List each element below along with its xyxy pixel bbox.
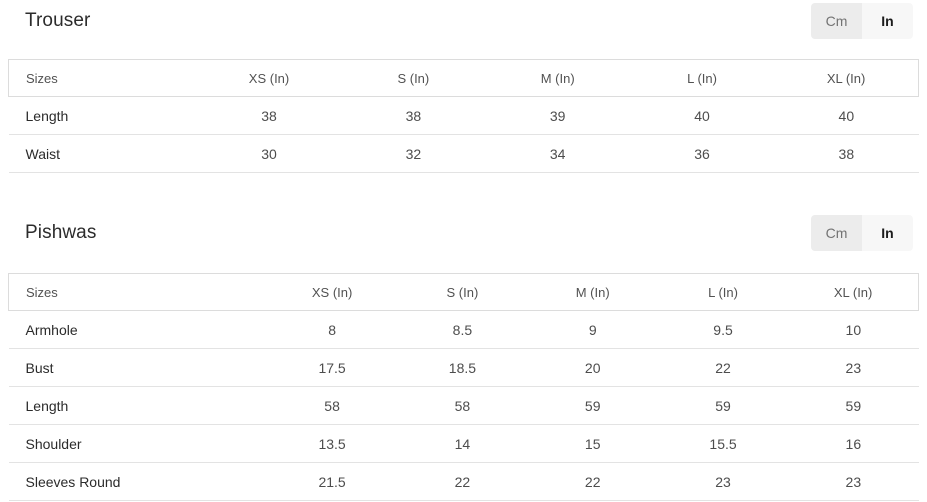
column-header-s: S (In) (397, 273, 528, 311)
size-value: 39 (485, 96, 630, 135)
size-value: 38 (196, 96, 342, 135)
table-row: Waist 30 32 34 36 38 (8, 134, 919, 173)
table-header-row: Sizes XS (In) S (In) M (In) L (In) XL (In) (7, 59, 920, 97)
size-value: 18.5 (397, 348, 528, 387)
column-header-l: L (In) (629, 59, 775, 97)
size-value: 40 (629, 96, 775, 135)
size-value: 34 (485, 134, 630, 173)
section-title-pishwas: Pishwas (25, 222, 97, 243)
trouser-section-header: Trouser Cm In (8, 2, 919, 40)
size-value: 21.5 (266, 462, 398, 501)
size-value: 40 (774, 96, 919, 135)
column-header-sizes: Sizes (7, 273, 267, 311)
row-label: Armhole (8, 310, 267, 349)
size-value: 20 (527, 348, 658, 387)
table-header-row: Sizes XS (In) S (In) M (In) L (In) XL (In) (7, 273, 920, 311)
size-value: 9 (527, 310, 658, 349)
row-label: Length (8, 386, 267, 425)
table-row: Length 58 58 59 59 59 (8, 386, 919, 425)
table-row: Shoulder 13.5 14 15 15.5 16 (8, 424, 919, 463)
size-value: 38 (341, 96, 486, 135)
size-value: 59 (657, 386, 789, 425)
size-value: 9.5 (657, 310, 789, 349)
row-label: Sleeves Round (8, 462, 267, 501)
pishwas-section: Pishwas Cm In Sizes XS (In) S (In) M (In) L … (7, 214, 920, 501)
size-value: 22 (657, 348, 789, 387)
column-header-m: M (In) (527, 273, 658, 311)
in-toggle-button[interactable]: In (862, 3, 913, 39)
size-value: 16 (788, 424, 919, 463)
in-toggle-button[interactable]: In (862, 215, 913, 251)
table-row: Armhole 8 8.5 9 9.5 10 (8, 310, 919, 349)
column-header-xl: XL (In) (774, 59, 920, 97)
size-value: 38 (774, 134, 919, 173)
size-value: 36 (629, 134, 775, 173)
size-value: 14 (397, 424, 528, 463)
cm-toggle-button[interactable]: Cm (811, 215, 862, 251)
row-label: Length (8, 96, 197, 135)
table-row: Sleeves Round 21.5 22 22 23 23 (8, 462, 919, 501)
size-value: 32 (341, 134, 486, 173)
pishwas-section-header: Pishwas Cm In (8, 214, 919, 252)
column-header-l: L (In) (657, 273, 789, 311)
row-label: Waist (8, 134, 197, 173)
size-value: 22 (527, 462, 658, 501)
column-header-xs: XS (In) (196, 59, 342, 97)
size-value: 10 (788, 310, 919, 349)
column-header-sizes: Sizes (7, 59, 197, 97)
trouser-size-table: Sizes XS (In) S (In) M (In) L (In) XL (In) Le… (7, 59, 920, 173)
column-header-s: S (In) (341, 59, 486, 97)
size-value: 30 (196, 134, 342, 173)
size-value: 15.5 (657, 424, 789, 463)
size-value: 8.5 (397, 310, 528, 349)
size-value: 58 (266, 386, 398, 425)
size-value: 23 (788, 348, 919, 387)
size-value: 58 (397, 386, 528, 425)
size-value: 59 (788, 386, 919, 425)
column-header-m: M (In) (485, 59, 630, 97)
size-value: 17.5 (266, 348, 398, 387)
unit-toggle-pishwas: Cm In (811, 215, 913, 251)
table-row: Length 38 38 39 40 40 (8, 96, 919, 135)
column-header-xs: XS (In) (266, 273, 398, 311)
size-value: 22 (397, 462, 528, 501)
section-title-trouser: Trouser (25, 10, 91, 31)
row-label: Shoulder (8, 424, 267, 463)
size-value: 59 (527, 386, 658, 425)
row-label: Bust (8, 348, 267, 387)
size-value: 23 (657, 462, 789, 501)
pishwas-size-table: Sizes XS (In) S (In) M (In) L (In) XL (In) Ar… (7, 273, 920, 501)
size-value: 15 (527, 424, 658, 463)
trouser-section: Trouser Cm In Sizes XS (In) S (In) M (In) L … (7, 2, 920, 173)
size-value: 8 (266, 310, 398, 349)
column-header-xl: XL (In) (788, 273, 920, 311)
size-value: 23 (788, 462, 919, 501)
table-row: Bust 17.5 18.5 20 22 23 (8, 348, 919, 387)
unit-toggle-trouser: Cm In (811, 3, 913, 39)
size-value: 13.5 (266, 424, 398, 463)
cm-toggle-button[interactable]: Cm (811, 3, 862, 39)
